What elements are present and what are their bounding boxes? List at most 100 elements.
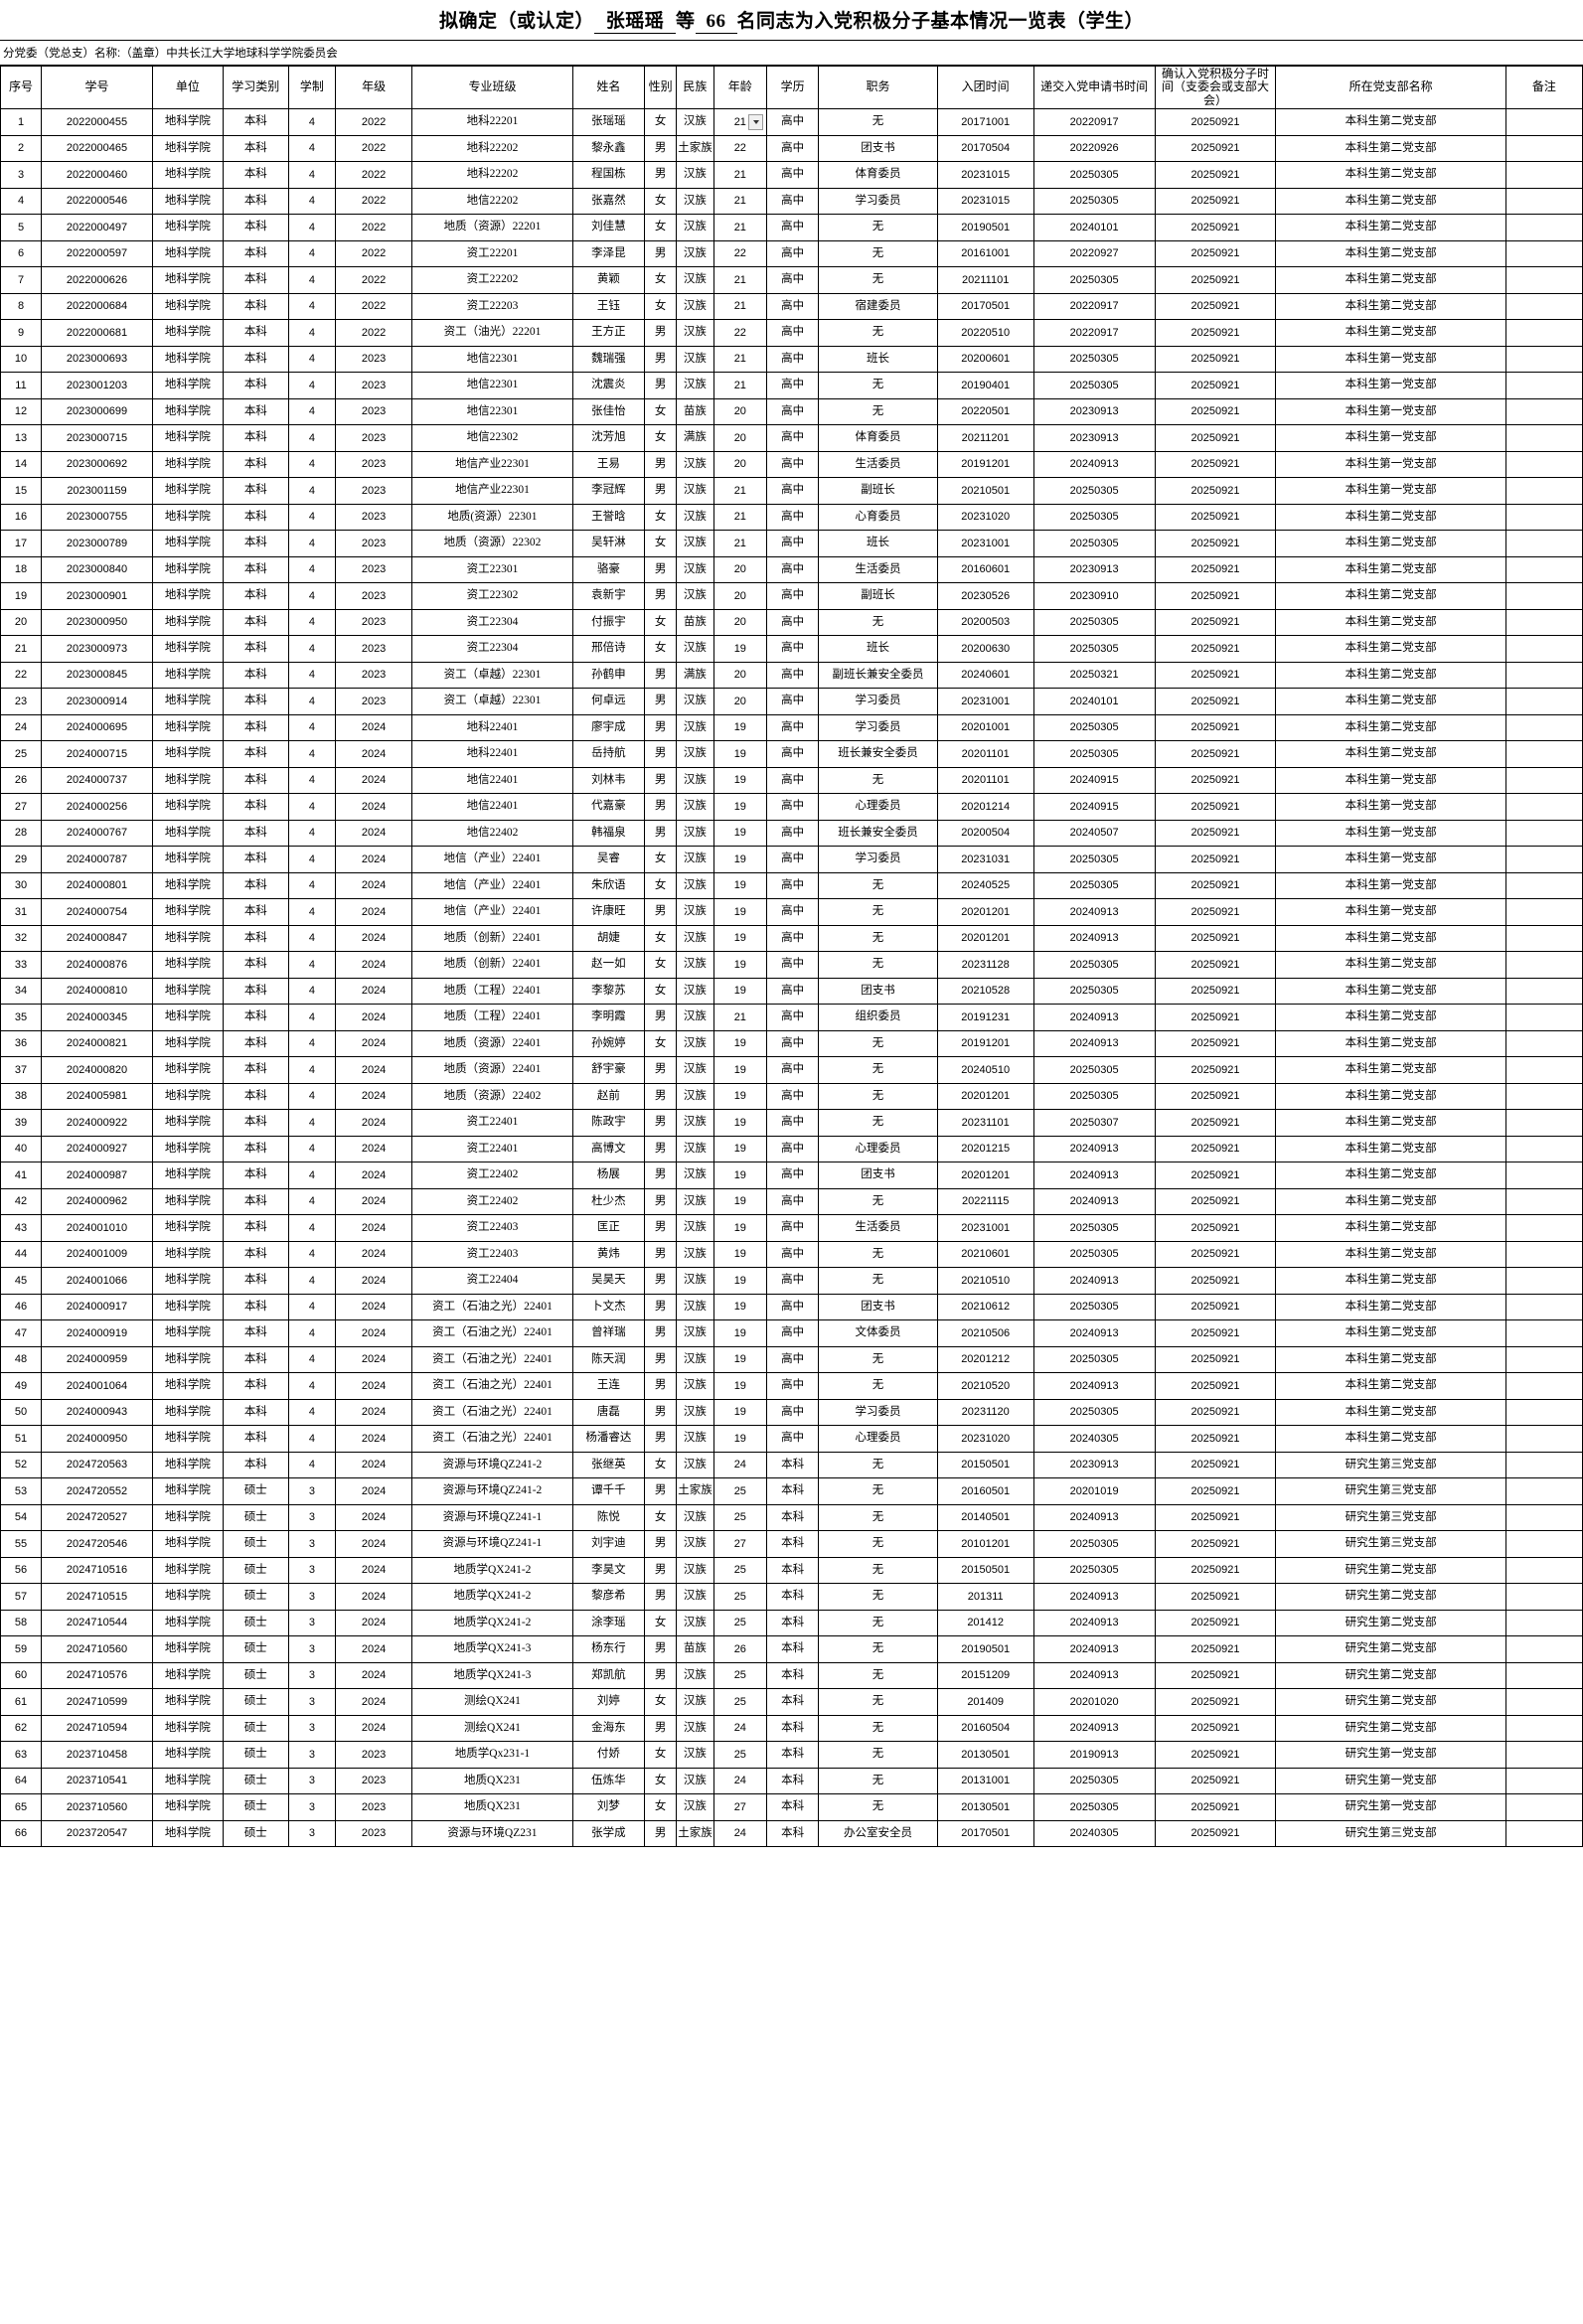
cell-1: 2022000546 <box>41 187 153 215</box>
cell-9: 汉族 <box>676 871 714 899</box>
cell-17 <box>1504 424 1583 452</box>
cell-6: 地科22401 <box>411 740 573 768</box>
cell-14: 20240305 <box>1032 1819 1156 1847</box>
table-row: 3 2022000460 地科学院 本科 4 2022 地科22202 程国栋男汉族 21 高中体… <box>0 161 1583 189</box>
cell-4: 4 <box>287 1029 337 1057</box>
cell-15: 20250921 <box>1154 1187 1277 1215</box>
cell-7: 陈天润 <box>571 1345 645 1373</box>
cell-1: 2024000767 <box>41 819 153 847</box>
cell-17 <box>1504 1004 1583 1031</box>
cell-1: 2022000626 <box>41 266 153 294</box>
cell-4: 4 <box>287 292 337 320</box>
table-row: 27 2024000256 地科学院 本科 4 2024 地信22401 代嘉豪男汉族 19 高中… <box>0 793 1583 821</box>
cell-4: 4 <box>287 977 337 1005</box>
page-title: 拟确定（或认定） 张瑶瑶等 66 名同志为入党积极分子基本情况一览表（学生） <box>439 6 1144 34</box>
cell-3: 硕士 <box>222 1556 289 1584</box>
cell-2: 地科学院 <box>151 661 224 689</box>
cell-6: 资工22401 <box>411 1135 573 1162</box>
cell-11: 本科 <box>766 1714 820 1742</box>
cell-14: 20201019 <box>1032 1477 1156 1505</box>
cell-7: 杨展 <box>571 1162 645 1189</box>
cell-9: 汉族 <box>676 1082 714 1110</box>
cell-16: 研究生第二党支部 <box>1275 1556 1506 1584</box>
cell-15: 20250921 <box>1154 1293 1277 1320</box>
cell-6: 地质（资源）22402 <box>411 1082 573 1110</box>
cell-16: 本科生第一党支部 <box>1275 793 1506 821</box>
cell-4: 4 <box>287 187 337 215</box>
cell-14: 20250305 <box>1032 740 1156 768</box>
cell-9: 汉族 <box>676 688 714 715</box>
cell-14: 20240913 <box>1032 450 1156 478</box>
cell-13: 201409 <box>936 1688 1034 1716</box>
cell-17 <box>1504 1293 1583 1320</box>
cell-4: 3 <box>287 1793 337 1821</box>
cell-13: 20160601 <box>936 555 1034 583</box>
cell-16: 本科生第二党支部 <box>1275 1135 1506 1162</box>
cell-0: 46 <box>0 1293 43 1320</box>
cell-2: 地科学院 <box>151 450 224 478</box>
cell-7: 刘婷 <box>571 1688 645 1716</box>
cell-11: 高中 <box>766 793 820 821</box>
cell-17 <box>1504 1345 1583 1373</box>
cell-14: 20240913 <box>1032 1162 1156 1189</box>
cell-6: 地信22202 <box>411 187 573 215</box>
cell-12: 无 <box>818 1372 938 1400</box>
cell-12: 无 <box>818 1477 938 1505</box>
cell-5: 2023 <box>335 424 413 452</box>
cell-0: 51 <box>0 1425 43 1453</box>
cell-11: 高中 <box>766 582 820 610</box>
cell-7: 唐磊 <box>571 1398 645 1426</box>
cell-2: 地科学院 <box>151 1293 224 1320</box>
cell-2: 地科学院 <box>151 1267 224 1295</box>
cell-3: 本科 <box>222 345 289 373</box>
cell-3: 本科 <box>222 1135 289 1162</box>
chevron-down-icon[interactable] <box>748 113 764 130</box>
cell-16: 本科生第一党支部 <box>1275 898 1506 926</box>
cell-0: 27 <box>0 793 43 821</box>
cell-1: 2024000943 <box>41 1398 153 1426</box>
cell-15: 20250921 <box>1154 1425 1277 1453</box>
cell-8: 男 <box>643 1819 678 1847</box>
cell-10: 25 <box>712 1741 768 1769</box>
cell-0: 45 <box>0 1267 43 1295</box>
cell-17 <box>1504 661 1583 689</box>
cell-7: 程国栋 <box>571 161 645 189</box>
cell-8: 男 <box>643 1267 678 1295</box>
cell-7: 李昊文 <box>571 1556 645 1584</box>
cell-1: 2024720563 <box>41 1451 153 1478</box>
cell-11: 高中 <box>766 1372 820 1400</box>
cell-17 <box>1504 1477 1583 1505</box>
cell-13: 20170504 <box>936 134 1034 162</box>
cell-8: 女 <box>643 924 678 952</box>
cell-13: 20201001 <box>936 713 1034 741</box>
cell-12: 无 <box>818 1583 938 1611</box>
cell-9: 苗族 <box>676 1635 714 1663</box>
cell-13: 20210612 <box>936 1293 1034 1320</box>
cell-15: 20250921 <box>1154 108 1277 136</box>
table-row: 51 2024000950 地科学院 本科 4 2024 资工（石油之光）22401 杨潘睿达… <box>0 1425 1583 1453</box>
cell-12: 团支书 <box>818 1293 938 1320</box>
cell-5: 2024 <box>335 1714 413 1742</box>
cell-17 <box>1504 292 1583 320</box>
cell-17 <box>1504 1029 1583 1057</box>
cell-13: 20191231 <box>936 1004 1034 1031</box>
cell-9: 汉族 <box>676 582 714 610</box>
cell-3: 本科 <box>222 397 289 425</box>
cell-9: 汉族 <box>676 1135 714 1162</box>
cell-6: 资工22403 <box>411 1240 573 1268</box>
cell-1: 2024710544 <box>41 1609 153 1636</box>
cell-14: 20240913 <box>1032 1714 1156 1742</box>
cell-9: 汉族 <box>676 846 714 873</box>
cell-13: 20231015 <box>936 161 1034 189</box>
cell-8: 男 <box>643 477 678 505</box>
cell-15: 20250921 <box>1154 924 1277 952</box>
cell-17 <box>1504 397 1583 425</box>
cell-5: 2024 <box>335 1109 413 1137</box>
table-row: 10 2023000693 地科学院 本科 4 2023 地信22301 魏瑞强男汉族 21 高中… <box>0 345 1583 373</box>
cell-10: 25 <box>712 1661 768 1689</box>
cell-11: 高中 <box>766 924 820 952</box>
cell-15: 20250921 <box>1154 477 1277 505</box>
cell-11: 高中 <box>766 1345 820 1373</box>
cell-5: 2022 <box>335 187 413 215</box>
cell-11: 高中 <box>766 1425 820 1453</box>
